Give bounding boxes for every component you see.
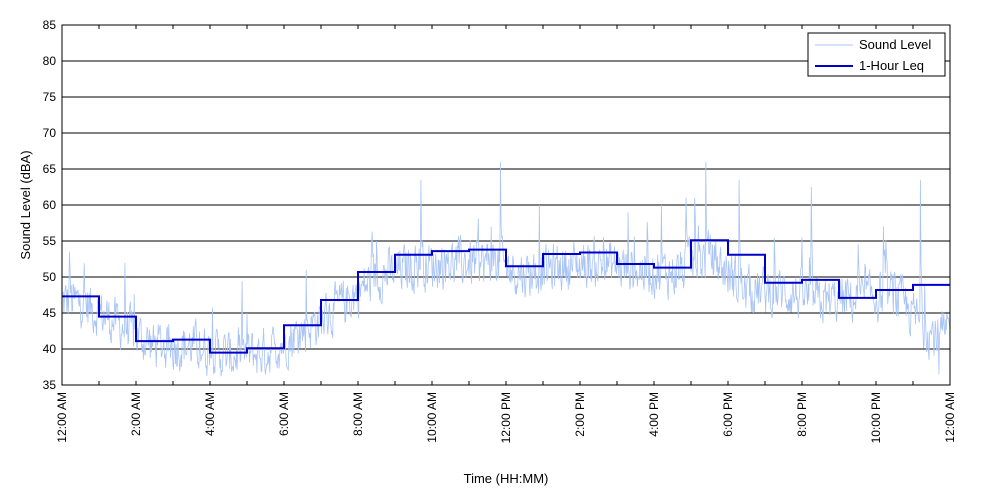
y-tick-label: 70	[43, 126, 57, 140]
sound-level-line	[61, 161, 951, 377]
y-tick-label: 80	[43, 54, 57, 68]
x-tick-label: 6:00 AM	[277, 392, 291, 436]
legend-box	[807, 32, 946, 77]
x-tick-label: 12:00 AM	[55, 392, 69, 443]
x-tick-label: 10:00 AM	[425, 392, 439, 443]
y-tick-label: 45	[43, 306, 57, 320]
x-axis-title: Time (HH:MM)	[464, 471, 549, 486]
x-tick-label: 6:00 PM	[721, 392, 735, 437]
legend-label-leq: 1-Hour Leq	[859, 58, 924, 73]
y-tick-label: 50	[43, 270, 57, 284]
y-axis-ticks: 35 40 45 50 55 60 65 70 75 80 85	[43, 18, 950, 392]
legend-label-sound-level: Sound Level	[859, 37, 931, 52]
leq-series	[62, 239, 950, 354]
x-tick-label: 12:00 AM	[943, 392, 957, 443]
x-tick-label: 8:00 AM	[351, 392, 365, 436]
x-axis-ticks: 12:00 AM 2:00 AM 4:00 AM 6:00 AM 8:00 AM 10:0…	[55, 25, 957, 443]
x-tick-label: 10:00 PM	[869, 392, 883, 443]
leq-step-line	[62, 239, 950, 354]
x-tick-label: 8:00 PM	[795, 392, 809, 437]
grid-lines	[62, 60, 950, 350]
y-tick-label: 40	[43, 342, 57, 356]
x-tick-label: 4:00 AM	[203, 392, 217, 436]
sound-level-series	[61, 161, 951, 377]
y-tick-label: 75	[43, 90, 57, 104]
legend: Sound Level 1-Hour Leq	[807, 32, 946, 77]
y-tick-label: 60	[43, 198, 57, 212]
x-tick-label: 2:00 PM	[573, 392, 587, 437]
x-tick-label: 4:00 PM	[647, 392, 661, 437]
y-tick-label: 35	[43, 378, 57, 392]
x-tick-label: 2:00 AM	[129, 392, 143, 436]
x-tick-label: 12:00 PM	[499, 392, 513, 443]
y-tick-label: 55	[43, 234, 57, 248]
y-tick-label: 65	[43, 162, 57, 176]
y-axis-title: Sound Level (dBA)	[18, 150, 33, 259]
y-tick-label: 85	[43, 18, 57, 32]
